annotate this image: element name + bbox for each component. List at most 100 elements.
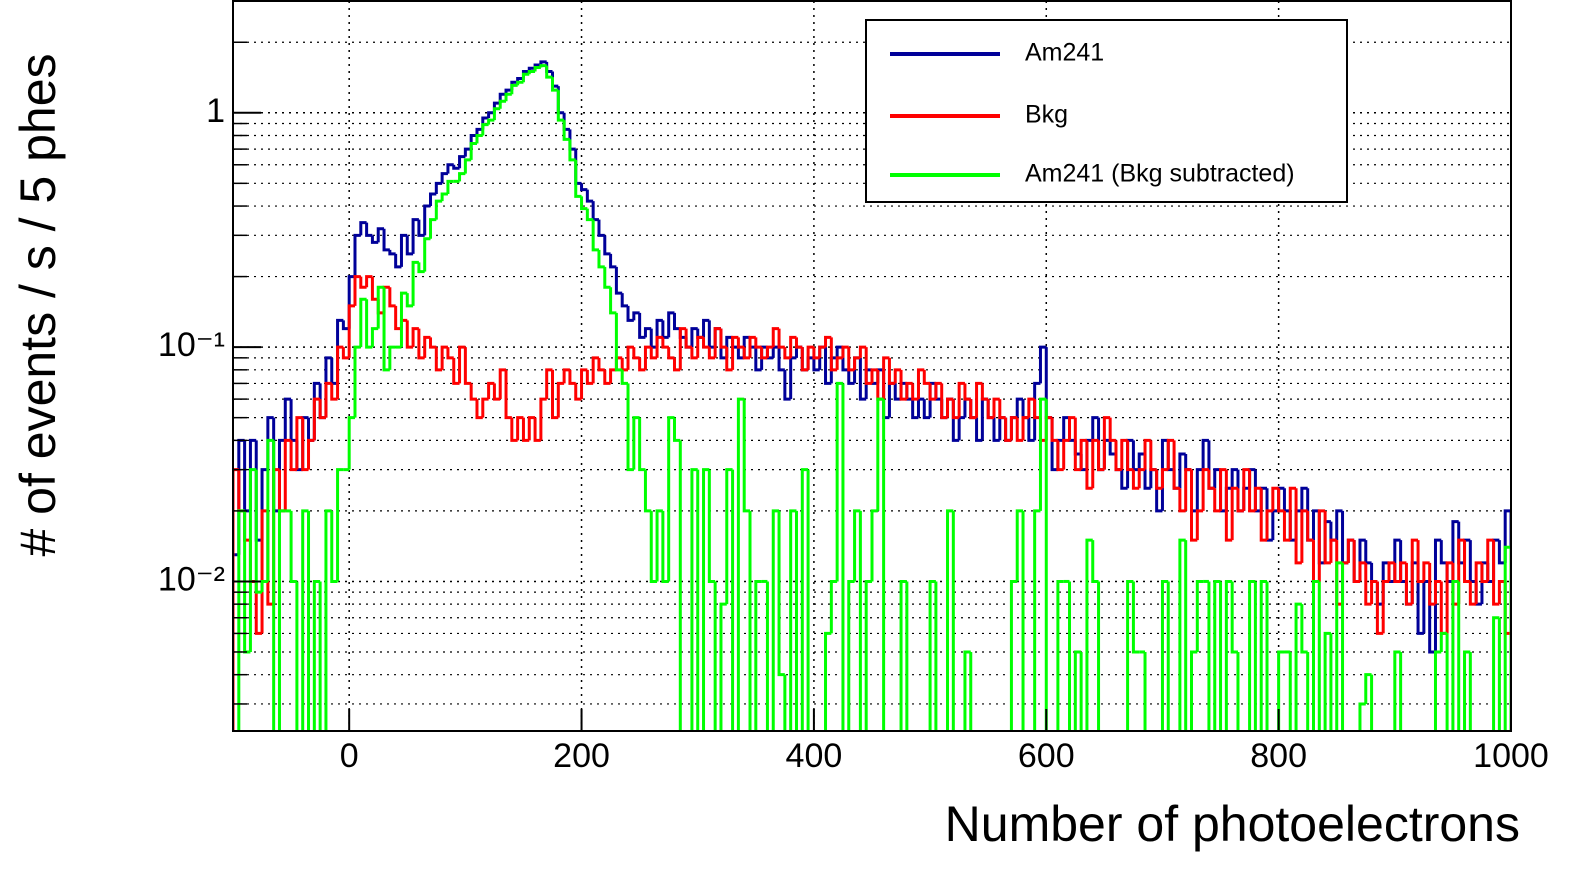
hist-bin	[1306, 510, 1314, 542]
hist-bin	[336, 345, 344, 400]
hist-bin	[1236, 488, 1244, 513]
hist-bin	[969, 651, 973, 731]
hist-bin	[376, 285, 385, 329]
hist-bin	[655, 509, 663, 582]
hist-bin	[1393, 650, 1401, 731]
hist-bin	[1137, 468, 1146, 489]
hist-bin	[638, 357, 646, 372]
hist-bin	[1294, 602, 1302, 731]
hist-bin	[661, 337, 669, 349]
hist-bin	[318, 581, 322, 731]
hist-bin	[1323, 631, 1331, 731]
hist-bin	[551, 77, 559, 92]
hist-bin	[905, 581, 909, 731]
hist-bin	[429, 337, 437, 349]
hist-bin	[707, 469, 716, 583]
hist-bin	[440, 172, 448, 184]
hist-bin	[1277, 488, 1285, 513]
hist-bin	[1300, 509, 1308, 563]
x-tick-label: 1000	[1473, 737, 1549, 775]
hist-bin	[1451, 579, 1459, 731]
hist-bin	[963, 383, 971, 401]
hist-bin	[1468, 581, 1477, 606]
hist-bin	[585, 208, 594, 222]
hist-bin	[1497, 540, 1506, 565]
hist-bin	[1306, 651, 1310, 731]
legend-label: Am241	[1025, 39, 1104, 67]
hist-bin	[1358, 702, 1366, 731]
hist-bin	[777, 328, 785, 349]
hist-bin	[986, 399, 994, 420]
hist-bin	[1335, 509, 1343, 541]
hist-bin	[399, 233, 408, 267]
hist-bin	[423, 335, 431, 358]
hist-bin	[388, 287, 396, 308]
hist-bin	[492, 107, 501, 121]
hist-bin	[417, 219, 425, 237]
hist-bin	[911, 399, 919, 420]
hist-bin	[574, 383, 582, 401]
hist-bin	[858, 510, 862, 731]
hist-bin	[411, 260, 419, 306]
hist-bin	[690, 468, 698, 731]
hist-bin	[829, 579, 838, 634]
hist-bin	[1097, 581, 1101, 731]
hist-bin	[858, 345, 867, 358]
hist-bin	[469, 383, 477, 401]
hist-bin	[864, 347, 872, 385]
hist-bin	[609, 287, 617, 315]
hist-bin	[1108, 417, 1116, 442]
hist-bin	[516, 80, 524, 86]
hist-bin	[643, 469, 652, 513]
hist-bin	[1253, 581, 1257, 731]
hist-bin	[1329, 633, 1333, 731]
hist-bin	[423, 204, 431, 236]
hist-bin	[626, 383, 634, 472]
hist-bin	[533, 417, 541, 442]
legend-box	[865, 19, 1348, 203]
hist-bin	[638, 312, 646, 339]
hist-bin	[934, 581, 938, 731]
hist-bin	[899, 579, 907, 731]
hist-bin	[1015, 417, 1024, 442]
hist-bin	[446, 179, 454, 195]
hist-bin	[818, 345, 826, 358]
hist-bin	[696, 335, 704, 358]
hist-bin	[1219, 581, 1223, 731]
hist-bin	[539, 64, 547, 68]
hist-bin	[1085, 538, 1093, 731]
hist-bin	[556, 90, 565, 122]
hist-bin	[458, 345, 466, 384]
hist-bin	[463, 147, 472, 157]
hist-bin	[841, 383, 845, 731]
hist-bin	[1219, 468, 1227, 511]
hist-bin	[580, 183, 588, 192]
hist-bin	[1389, 741, 1395, 745]
hist-bin	[951, 510, 955, 731]
hist-bin	[1068, 416, 1076, 441]
hist-bin	[1410, 538, 1419, 605]
hist-bin	[434, 181, 443, 195]
hist-bin	[1160, 579, 1169, 731]
hist-bin	[521, 417, 530, 442]
hist-bin	[324, 509, 332, 731]
hist-bin	[661, 320, 669, 339]
hist-bin	[603, 235, 611, 256]
hist-bin	[1038, 397, 1047, 511]
hist-bin	[783, 347, 791, 360]
hist-bin	[440, 345, 448, 370]
hist-bin	[1166, 581, 1170, 731]
hist-bin	[911, 383, 919, 401]
hist-bin	[411, 218, 419, 254]
hist-bin	[1213, 468, 1221, 489]
legend-label: Am241 (Bkg subtracted)	[1025, 160, 1295, 188]
hist-bin	[794, 510, 798, 731]
hist-bin	[649, 510, 658, 583]
hist-bin	[1056, 440, 1064, 472]
hist-bin	[1224, 469, 1233, 542]
hist-bin	[783, 369, 791, 401]
hist-bin	[946, 397, 954, 418]
hist-bin	[1236, 651, 1240, 731]
hist-bin	[370, 327, 379, 348]
hist-bin	[835, 356, 843, 370]
